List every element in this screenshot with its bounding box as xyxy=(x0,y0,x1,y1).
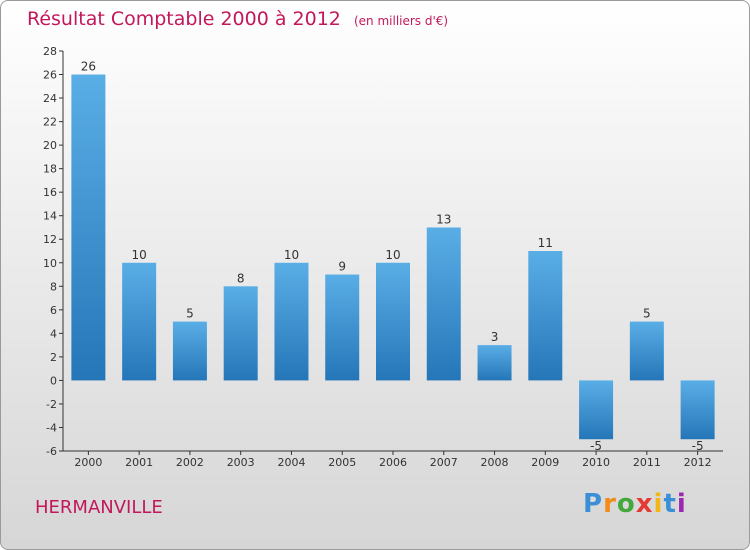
x-tick-label: 2003 xyxy=(227,456,255,469)
bar xyxy=(274,262,309,381)
bar xyxy=(223,286,258,381)
data-label: 26 xyxy=(81,60,96,74)
data-label: 3 xyxy=(491,330,499,344)
data-label: 5 xyxy=(643,307,651,321)
logo-letter: x xyxy=(635,489,654,519)
y-tick-label: -4 xyxy=(46,421,57,434)
x-tick-label: 2002 xyxy=(176,456,204,469)
bar xyxy=(528,251,563,381)
y-tick-label: 8 xyxy=(50,280,57,293)
y-tick-label: 28 xyxy=(43,45,57,58)
x-tick-label: 2004 xyxy=(277,456,305,469)
logo-letter: o xyxy=(616,489,636,519)
data-label: 11 xyxy=(538,236,553,250)
bar xyxy=(426,227,461,381)
y-tick-label: 0 xyxy=(50,374,57,387)
bar xyxy=(477,345,512,381)
bar xyxy=(122,262,157,381)
y-tick-label: 22 xyxy=(43,116,57,129)
y-tick-label: 24 xyxy=(43,92,57,105)
commune-name: HERMANVILLE xyxy=(35,497,163,518)
y-tick-label: 14 xyxy=(43,210,57,223)
data-label: 8 xyxy=(237,271,245,285)
bar xyxy=(71,74,106,381)
y-tick-label: -6 xyxy=(46,445,57,458)
data-label: 9 xyxy=(338,260,346,274)
data-label: 5 xyxy=(186,307,194,321)
y-tick-label: 26 xyxy=(43,69,57,82)
x-tick-label: 2001 xyxy=(125,456,153,469)
y-tick-label: 16 xyxy=(43,186,57,199)
logo-letter: i xyxy=(676,489,687,519)
chart-subtitle: (en milliers d'€) xyxy=(353,14,449,28)
data-label: 10 xyxy=(132,248,147,262)
x-tick-label: 2010 xyxy=(582,456,610,469)
y-tick-label: 20 xyxy=(43,139,57,152)
logo-letter: t xyxy=(663,489,677,519)
x-tick-label: 2007 xyxy=(430,456,458,469)
proxiti-logo: Proxiti xyxy=(583,489,687,519)
data-label: -5 xyxy=(590,439,602,453)
chart-title: Résultat Comptable 2000 à 2012 xyxy=(27,8,341,30)
x-tick-label: 2011 xyxy=(633,456,661,469)
x-tick-label: 2012 xyxy=(684,456,712,469)
data-label: 13 xyxy=(436,212,451,226)
y-tick-label: -2 xyxy=(46,398,57,411)
x-tick-label: 2009 xyxy=(531,456,559,469)
chart-title-block: Résultat Comptable 2000 à 2012 (en milli… xyxy=(27,8,448,30)
y-tick-label: 6 xyxy=(50,304,57,317)
y-tick-label: 18 xyxy=(43,163,57,176)
data-label: -5 xyxy=(692,439,704,453)
logo-letter: i xyxy=(653,489,664,519)
x-tick-label: 2000 xyxy=(74,456,102,469)
bar xyxy=(172,321,207,381)
logo-letter: P xyxy=(583,489,604,519)
bar xyxy=(680,380,715,440)
y-tick-label: 2 xyxy=(50,351,57,364)
data-label: 10 xyxy=(385,248,400,262)
x-tick-label: 2005 xyxy=(328,456,356,469)
y-tick-label: 4 xyxy=(50,327,57,340)
bar xyxy=(376,262,410,381)
y-tick-label: 10 xyxy=(43,257,57,270)
x-tick-label: 2008 xyxy=(481,456,509,469)
bar xyxy=(579,380,614,440)
bar xyxy=(325,274,360,381)
y-tick-label: 12 xyxy=(43,233,57,246)
data-label: 10 xyxy=(284,248,299,262)
x-tick-label: 2006 xyxy=(379,456,407,469)
bar xyxy=(629,321,664,381)
logo-letter: r xyxy=(603,489,617,519)
